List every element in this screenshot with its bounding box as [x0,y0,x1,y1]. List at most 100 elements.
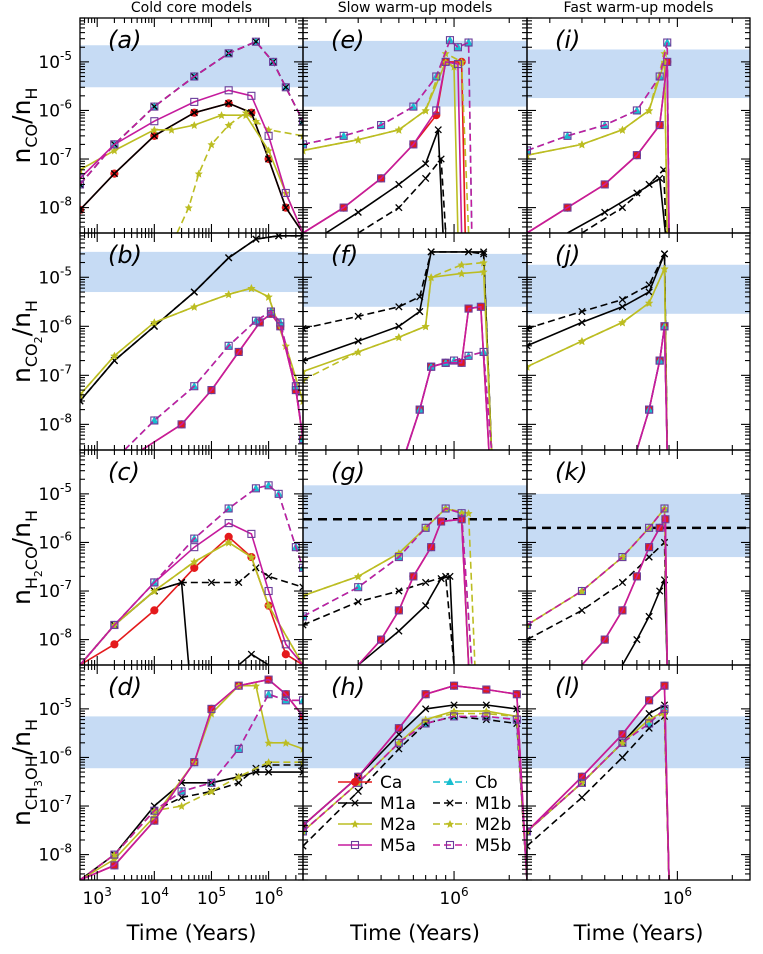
legend-marker-M2a [351,820,359,828]
marker-M2a-0-0-5 [217,111,226,120]
marker-M5b-3-2-3 [645,719,654,728]
marker-M1b-1-1-1 [354,312,362,320]
marker-M5b-2-1-4 [441,504,450,513]
labels-layer: Cold core models Slow warm-up models Fast … [7,0,713,945]
marker-M2b-1-1-2 [394,333,403,342]
marker-M1a-3-0-7 [264,768,273,776]
marker-M2b-3-1-4 [450,709,459,718]
ytick-label-2-0: 10-5 [38,481,72,505]
marker-M2b-0-1-0 [303,146,307,155]
marker-M1b-1-0-4 [225,254,233,262]
marker-M1b-1-2-4 [660,250,669,258]
xtick-label-0-2: 105 [197,885,226,909]
series-line-M1a-2-1 [357,575,455,665]
marker-M5a-2-2-2 [618,606,627,615]
column-title-2: Fast warm-up models [564,0,714,16]
marker-M5a-2-2-4 [645,543,654,552]
marker-M2a-0-0-6 [241,111,250,120]
marker-M1b-2-2-2 [618,578,627,587]
marker-M2b-1-2-3 [645,298,654,307]
panel-2-0-series [80,480,303,665]
panel-2-1-series [303,503,476,665]
marker-M1b-1-1-2 [395,303,403,311]
marker-M1a-1-2-0 [527,342,531,350]
series-line-M5b-1-2 [636,326,668,450]
legend-label-M2b: M2b [475,815,511,835]
series-line-M1b-3-0 [80,764,303,880]
marker-M1b-0-0-7 [282,83,290,91]
marker-M5b-1-0-5 [266,307,276,316]
legend-entry-M5a: M5a [338,836,416,856]
marker-M5a-2-1-1 [377,635,386,644]
marker-M1b-3-2-2 [618,753,627,762]
marker-M1a-2-2-2 [645,612,653,621]
marker-M1a-1-2-3 [645,288,653,296]
marker-M1a-0-2-2 [633,189,641,197]
ylabel-3: nCH3OH/nH [7,719,45,826]
marker-M2b-0-2-2 [618,125,627,134]
marker-M1b-0-1-2 [421,174,430,183]
marker-M5b-3-0-4 [207,778,216,787]
series-line-Ca-3-0 [80,678,303,880]
panel-3-1-series [303,681,527,880]
observed-lines-layer [303,518,750,530]
marker-M2b-0-0-2 [194,169,203,178]
observed-band-3-1 [303,716,527,769]
series-line-M5b-1-1 [405,350,493,450]
marker-M5b-2-2-4 [660,504,669,513]
panel-1-0-series [80,233,303,450]
marker-M5b-1-2-3 [660,322,669,331]
marker-M1b-0-0-8 [299,117,303,125]
marker-M1b-2-1-1 [354,598,362,606]
marker-M5a-2-2-3 [632,572,641,581]
marker-M2b-1-1-1 [354,347,363,356]
marker-M1a-2-2-3 [656,587,664,595]
marker-M5a-1-1-4 [457,358,466,367]
marker-M2a-0-0-1 [110,146,119,155]
marker-M2b-1-1-5 [457,260,466,269]
marker-M5b-1-1-3 [441,358,450,367]
marker-M1b-2-0-3 [177,578,186,587]
marker-M5b-0-0-6 [269,57,278,66]
legend-entry-M2a: M2a [338,815,416,835]
marker-Ca-2-0-3 [190,563,199,572]
legend-marker-M5b [445,840,455,850]
marker-M1b-1-0-7 [299,233,303,240]
marker-M1a-3-2-3 [645,709,653,718]
legend-marker-M2b [446,820,454,828]
marker-M5a-0-2-1 [563,203,572,212]
marker-M2b-1-1-4 [427,273,436,282]
ytick-label-2-2: 10-7 [38,578,72,602]
marker-M1b-3-0-5 [235,779,243,787]
marker-M5b-0-0-3 [190,72,199,81]
marker-M5b-2-0-1 [110,620,119,630]
series-line-M5b-1-0 [123,310,303,450]
marker-M5a-3-2-4 [660,681,669,690]
marker-M5a-2-0-6 [264,586,273,596]
legend-label-Ca: Ca [380,773,402,793]
marker-M5a-2-0-4 [224,519,233,528]
marker-M5b-2-1-3 [421,523,430,532]
observed-band-2-2 [527,493,750,558]
ytick-label-1-2: 10-7 [38,362,72,386]
marker-M5b-0-1-6 [453,43,462,52]
marker-M1a-0-1-2 [395,180,403,189]
marker-M5b-2-1-2 [394,553,403,562]
marker-M5a-3-0-5 [234,681,243,690]
xlabel-1: Time (Years) [349,921,480,945]
marker-M5b-1-1-6 [479,347,488,356]
marker-M5a-1-1-6 [476,302,485,311]
marker-M2b-0-0-6 [251,117,260,126]
xtick-label-2-0: 106 [663,885,692,909]
marker-M5a-0-0-3 [190,97,199,106]
marker-M5b-2-0-6 [264,481,273,490]
marker-M5b-3-0-6 [264,690,273,699]
marker-M5a-0-1-2 [377,174,386,183]
marker-M1b-1-2-3 [645,281,653,289]
series-line-M2a-0-0 [80,114,303,233]
marker-M2a-2-1-5 [457,509,466,518]
marker-M2b-2-1-1 [354,572,363,581]
panel-label-0-2: (i) [555,26,580,54]
panel-label-3-0: (d) [108,673,142,701]
marker-Cb-1-2-3 [660,321,669,330]
